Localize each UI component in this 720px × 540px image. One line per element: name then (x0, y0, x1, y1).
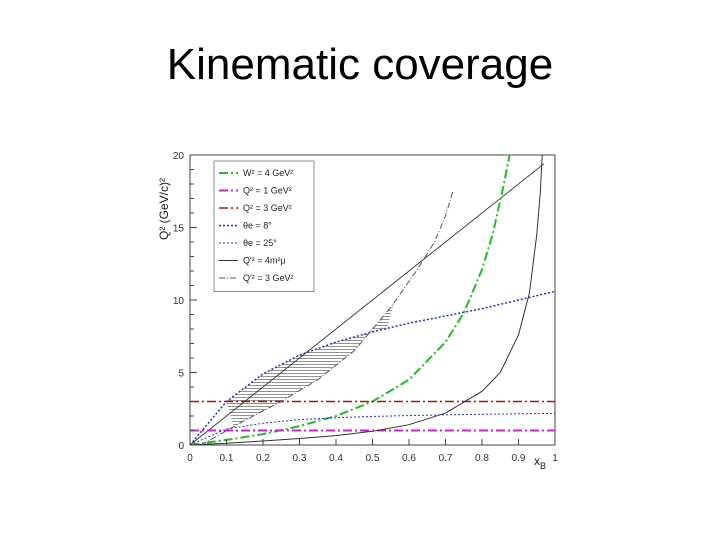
series-line-0 (190, 155, 511, 445)
y-tick-label: 5 (178, 369, 184, 380)
y-tick-label: 10 (173, 296, 185, 307)
x-axis-label: xB (534, 454, 546, 471)
legend: W² = 4 GeV² Q² = 1 GeV² Q² = 3 GeV² θe = 8°… (213, 160, 315, 292)
plot-area (189, 154, 556, 446)
envelope-line (190, 163, 545, 445)
legend-entry: θe = 25° (243, 238, 277, 248)
x-tick-label: 0.1 (220, 453, 234, 464)
legend-entry: Q² = 3 GeV² (243, 203, 292, 213)
legend-box (213, 160, 315, 292)
legend-entry: Q'² = 4m²μ (243, 256, 286, 266)
y-tick-label: 0 (178, 441, 184, 452)
y-tick-label: 15 (173, 224, 185, 235)
y-axis-label: Q² (GeV/c)² (157, 178, 171, 240)
legend-entry: θe = 8° (243, 221, 272, 231)
series-line-5 (190, 155, 543, 445)
x-tick-label: 0.9 (512, 453, 526, 464)
slide-title: Kinematic coverage (166, 40, 554, 89)
x-tick-label: 0.4 (329, 453, 343, 464)
y-tick-label: 20 (173, 151, 185, 162)
acceptance-region (226, 302, 395, 427)
x-tick-label: 0.5 (366, 453, 380, 464)
series-line-6 (200, 191, 454, 445)
x-tick-label: 0.3 (293, 453, 307, 464)
series-line-3 (190, 290, 555, 445)
x-tick-label: 1 (552, 453, 558, 464)
x-tick-label: 0.6 (402, 453, 416, 464)
legend-entry: W² = 4 GeV² (243, 168, 293, 178)
legend-entry: Q² = 1 GeV² (243, 186, 292, 196)
x-tick-label: 0 (187, 453, 193, 464)
x-tick-label: 0.8 (475, 453, 489, 464)
x-tick-label: 0.7 (439, 453, 453, 464)
x-axis-label-main: x (534, 454, 540, 468)
legend-entry: Q'² = 3 GeV² (243, 273, 293, 283)
x-tick-label: 0.2 (256, 453, 270, 464)
x-axis-label-sub: B (540, 461, 546, 471)
series-line-4 (190, 412, 555, 445)
